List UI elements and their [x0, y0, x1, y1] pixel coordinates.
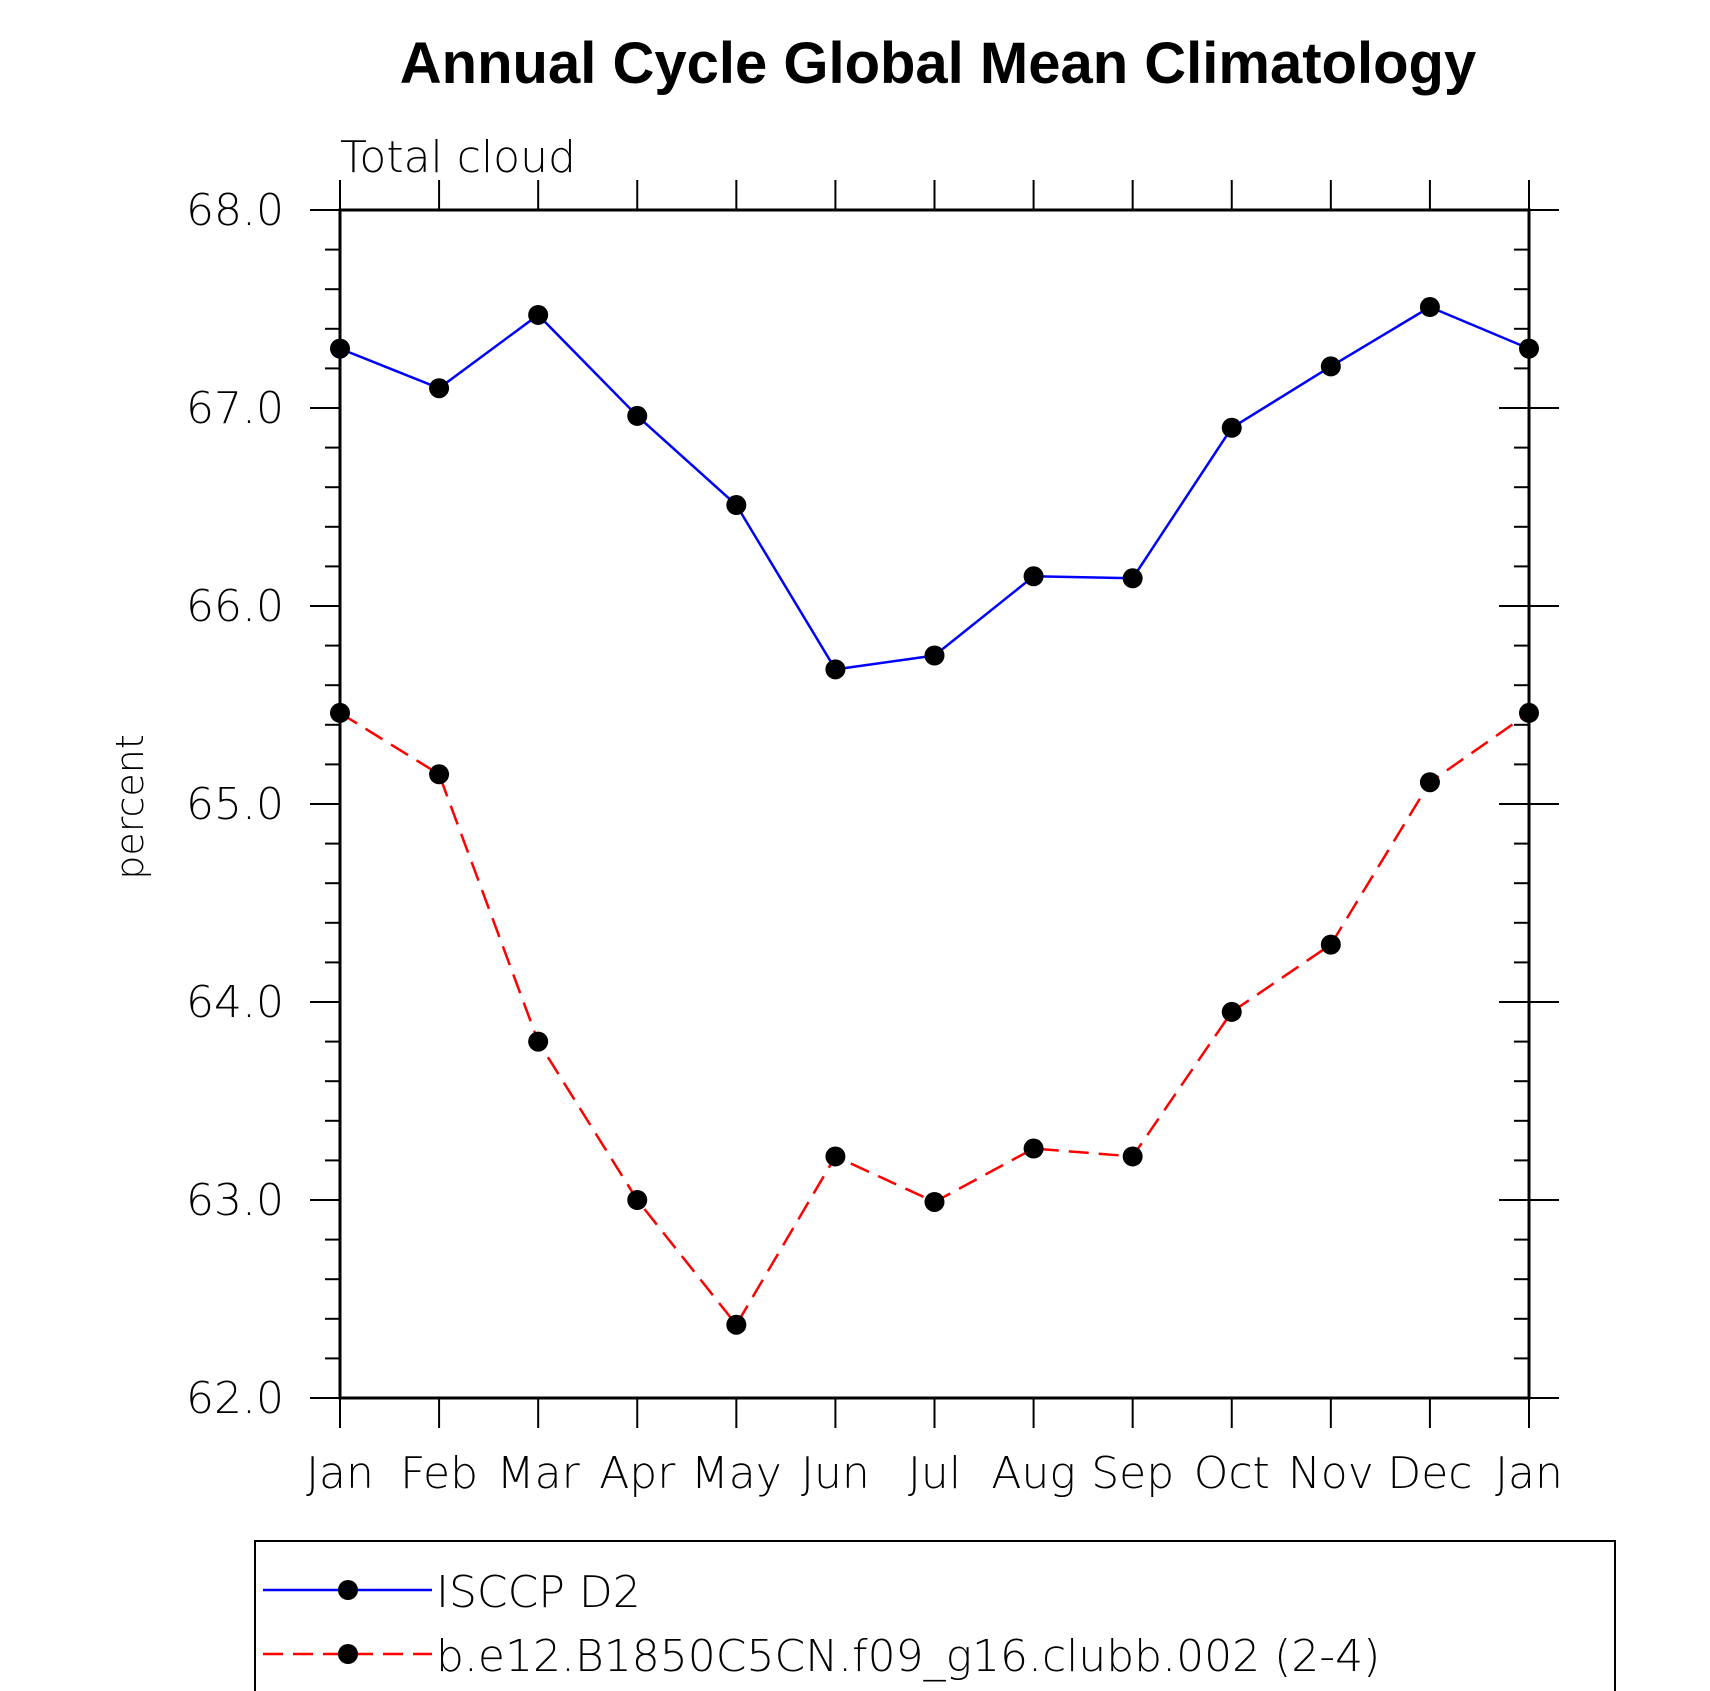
- data-point: [1221, 1001, 1242, 1022]
- legend-label: b.e12.B1850C5CN.f09_g16.clubb.002 (2-4): [436, 1631, 1380, 1682]
- x-tick-label: Aug: [991, 1448, 1075, 1499]
- data-point: [1320, 356, 1341, 377]
- data-point: [1122, 1146, 1143, 1167]
- legend-marker: [338, 1580, 358, 1600]
- data-point: [627, 1190, 648, 1210]
- data-point: [627, 405, 648, 426]
- y-tick-label: 63.0: [186, 1175, 284, 1226]
- x-tick-labels: Jan Feb Mar Apr May Jun Jul Aug Sep Oct Nov Dec Jan: [306, 1448, 1563, 1499]
- data-point: [726, 1314, 747, 1335]
- x-tick-label: Apr: [599, 1448, 676, 1499]
- x-tick-label: Sep: [1091, 1448, 1174, 1499]
- chart-title: Annual Cycle Global Mean Climatology: [400, 31, 1476, 96]
- legend: ISCCP D2 b.e12.B1850C5CN.f09_g16.clubb.00…: [254, 1540, 1616, 1691]
- data-point: [330, 338, 350, 359]
- data-point: [1023, 1138, 1044, 1159]
- data-point: [330, 702, 350, 723]
- x-tick-label: Nov: [1288, 1448, 1374, 1499]
- data-point: [1221, 417, 1242, 438]
- y-tick-label: 67.0: [186, 383, 284, 434]
- y-tick-label: 64.0: [186, 977, 284, 1028]
- data-point: [528, 1031, 549, 1052]
- legend-box: [254, 1540, 1616, 1691]
- data-point: [924, 645, 945, 666]
- x-tick-label: May: [691, 1448, 782, 1499]
- x-tick-label: Jun: [801, 1448, 870, 1499]
- axis-ticks: [310, 180, 1559, 1428]
- y-axis-label: percent: [108, 734, 152, 880]
- data-point: [1419, 297, 1440, 318]
- data-point: [1122, 568, 1143, 589]
- x-tick-label: Feb: [400, 1448, 478, 1499]
- x-tick-label: Dec: [1387, 1448, 1472, 1499]
- x-tick-label: Jan: [306, 1448, 374, 1499]
- legend-label: ISCCP D2: [436, 1567, 641, 1618]
- data-point: [1519, 702, 1539, 723]
- data-point: [429, 764, 450, 785]
- data-point: [726, 495, 747, 516]
- data-point: [1320, 934, 1341, 955]
- data-point: [825, 1146, 846, 1167]
- legend-marker: [338, 1644, 358, 1664]
- y-tick-label: 66.0: [186, 581, 284, 632]
- data-point: [825, 659, 846, 680]
- series-group: [330, 297, 1539, 1335]
- x-tick-label: Oct: [1194, 1448, 1270, 1499]
- data-point: [1419, 772, 1440, 793]
- series-line-1: [339, 305, 1530, 671]
- x-tick-label: Mar: [497, 1448, 581, 1499]
- y-tick-labels: 62.0 63.0 64.0 65.0 66.0 67.0 68.0: [186, 185, 284, 1424]
- data-point: [528, 304, 549, 325]
- x-tick-label: Jul: [908, 1448, 961, 1499]
- data-point: [1519, 338, 1539, 359]
- chart-subtitle: Total cloud: [340, 132, 576, 183]
- y-tick-label: 68.0: [186, 185, 284, 236]
- plot-frame: [338, 208, 1531, 1400]
- y-tick-label: 65.0: [186, 779, 284, 830]
- data-point: [1023, 566, 1044, 587]
- x-tick-label: Jan: [1495, 1448, 1563, 1499]
- data-point: [429, 378, 450, 399]
- series-line-2: [339, 711, 1530, 1327]
- data-point: [924, 1191, 945, 1212]
- y-tick-label: 62.0: [186, 1373, 284, 1424]
